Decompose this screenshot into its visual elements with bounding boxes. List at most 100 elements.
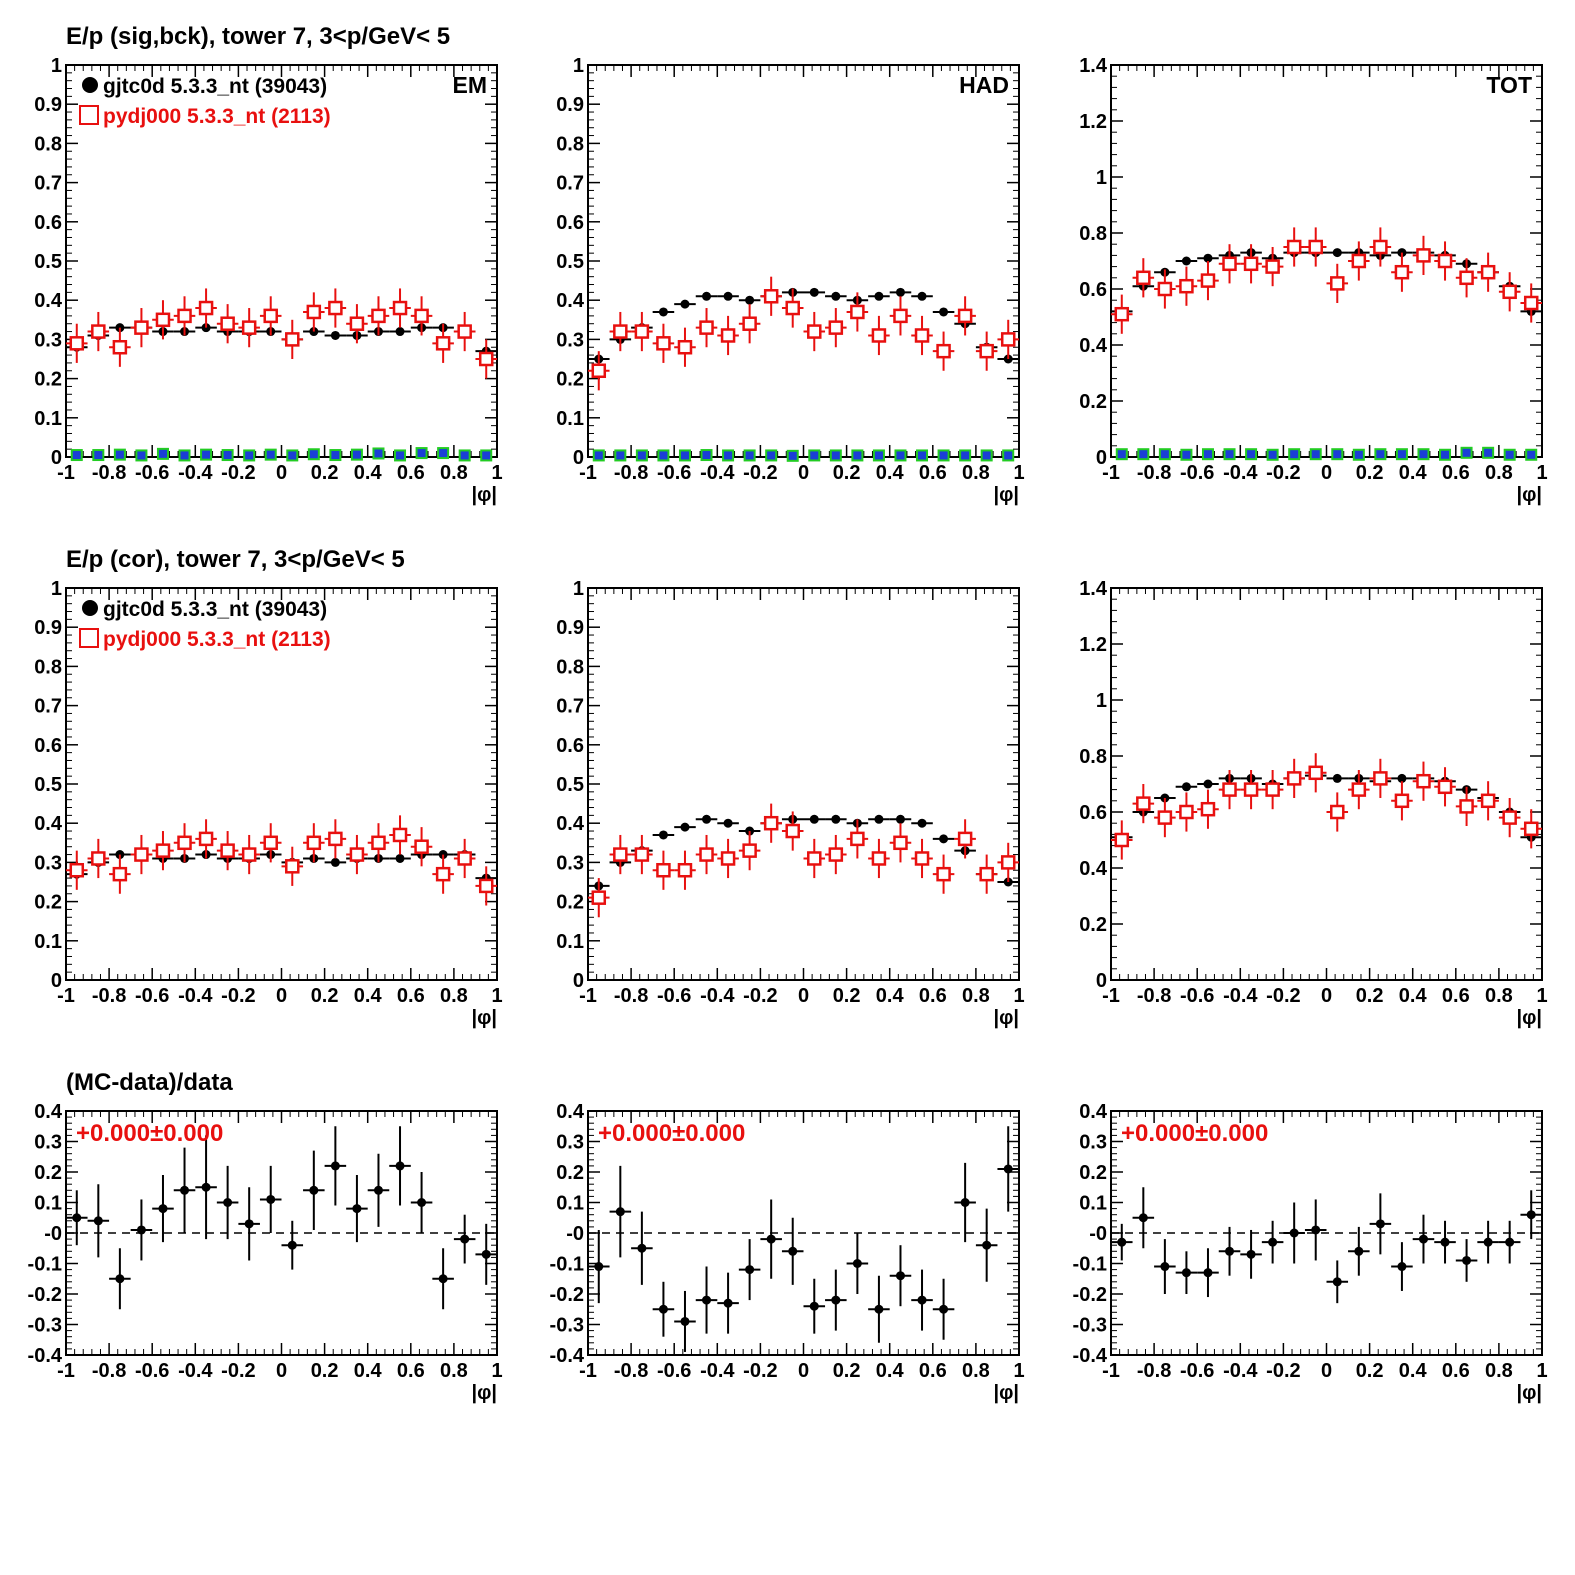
y-tick-label: 0.9: [556, 94, 584, 116]
bck-point: [765, 449, 778, 462]
mc-point: [871, 328, 887, 343]
mc-point: [306, 835, 322, 851]
mc-point: [979, 866, 994, 882]
data-point: [917, 291, 927, 301]
ratio-point: [1526, 1210, 1536, 1220]
mc-point: [1114, 832, 1130, 848]
ratio-summary-label: +0.000±0.000: [598, 1120, 745, 1147]
mc-point: [828, 320, 844, 335]
mc-point: [1179, 278, 1194, 294]
y-tick-label: -0.4: [550, 1345, 585, 1367]
mc-point: [1394, 793, 1410, 809]
panel-tag-label: HAD: [959, 72, 1009, 98]
mc-point: [850, 304, 865, 320]
x-tick-label: 1: [1013, 1360, 1024, 1382]
data-point: [702, 291, 712, 301]
ratio-point: [1483, 1237, 1493, 1247]
ratio-point: [637, 1243, 647, 1253]
mc-point: [1437, 253, 1453, 269]
mc-point: [893, 835, 908, 851]
ratio-point: [1440, 1237, 1450, 1247]
bck-point: [221, 449, 234, 462]
bck-point: [1115, 448, 1128, 461]
x-tick-label: -0.8: [92, 1360, 126, 1382]
x-tick-label: -1: [1102, 462, 1120, 484]
x-tick-label: 0: [798, 1360, 809, 1382]
data-point: [658, 307, 668, 317]
bck-point: [980, 449, 993, 462]
ratio-point: [1332, 1277, 1342, 1287]
mc-point: [1373, 771, 1388, 786]
mc-point: [936, 343, 951, 359]
bck-point: [178, 449, 191, 462]
data-point: [330, 330, 340, 340]
x-tick-label: 0: [1321, 1360, 1332, 1382]
bck-point: [1395, 448, 1408, 461]
mc-point: [1136, 796, 1151, 811]
x-tick-label: 0.8: [1485, 985, 1513, 1007]
mc-point: [677, 339, 693, 355]
x-tick-label: -0.2: [743, 985, 777, 1007]
x-tick-label: 0: [276, 462, 287, 484]
ratio-point: [266, 1194, 276, 1204]
x-tick-label: -0.4: [700, 462, 735, 484]
y-tick-label: 0.2: [556, 892, 584, 914]
bck-point: [1352, 448, 1365, 461]
y-tick-label: 0.8: [556, 656, 584, 678]
mc-point: [435, 866, 451, 882]
mc-point: [134, 847, 149, 862]
ratio-point: [960, 1198, 970, 1207]
y-tick-label: 1.4: [1079, 578, 1108, 600]
mc-point: [1308, 765, 1323, 781]
mc-point: [613, 324, 628, 339]
y-tick-label: -0.1: [550, 1254, 584, 1276]
panel-sig-tot: 0 0.2 0.4 0.6 0.8 1 1.2 1.4 -1 -0.8 -0.6 -0.4 -0.2 0 0…: [1079, 55, 1547, 506]
x-tick-label: -1: [579, 462, 597, 484]
y-tick-label: 0.4: [1079, 858, 1108, 880]
ratio-point: [352, 1204, 362, 1214]
bck-point: [458, 449, 471, 462]
x-tick-label: -1: [579, 985, 597, 1007]
y-tick-label: 0.3: [556, 329, 584, 351]
data-point: [895, 814, 905, 824]
ratio-summary-label: +0.000±0.000: [76, 1120, 223, 1147]
mc-point: [763, 289, 779, 304]
ratio-point: [287, 1240, 297, 1250]
data-point: [1332, 773, 1342, 783]
data-point: [395, 327, 405, 337]
ratio-point: [460, 1234, 470, 1244]
x-tick-label: -0.6: [135, 985, 169, 1007]
ratio-point: [244, 1219, 254, 1229]
bck-point: [415, 447, 428, 460]
x-tick-label: -0.2: [1266, 985, 1300, 1007]
ratio-point: [917, 1295, 927, 1305]
x-tick-label: 0.4: [354, 1360, 383, 1382]
data-point: [874, 291, 884, 301]
ratio-point: [309, 1185, 319, 1195]
mc-point: [1157, 281, 1173, 297]
mc-point: [893, 308, 908, 324]
mc-point: [1286, 239, 1302, 255]
x-tick-label: 1: [1013, 985, 1024, 1007]
mc-point: [1179, 804, 1194, 820]
bck-point: [156, 447, 169, 460]
ratio-point: [158, 1204, 168, 1214]
ratio-point: [702, 1295, 712, 1305]
x-tick-label: 0.8: [1485, 1360, 1513, 1382]
mc-point: [742, 316, 757, 331]
x-tick-label: 0.6: [1442, 985, 1470, 1007]
mc-point: [285, 332, 300, 347]
ratio-point: [180, 1185, 190, 1195]
ratio-point: [1203, 1268, 1213, 1278]
mc-point: [1136, 270, 1151, 286]
x-tick-label: -1: [57, 462, 75, 484]
row-title-cor: E/p (cor), tower 7, 3<p/GeV< 5: [66, 546, 405, 573]
y-tick-label: 0.2: [1079, 391, 1107, 413]
bck-point: [1525, 448, 1538, 461]
y-tick-label: 0.4: [1079, 335, 1108, 357]
x-tick-label: 0: [1321, 985, 1332, 1007]
ratio-point: [417, 1198, 427, 1207]
bck-point: [743, 449, 756, 462]
x-tick-label: -0.6: [657, 462, 691, 484]
